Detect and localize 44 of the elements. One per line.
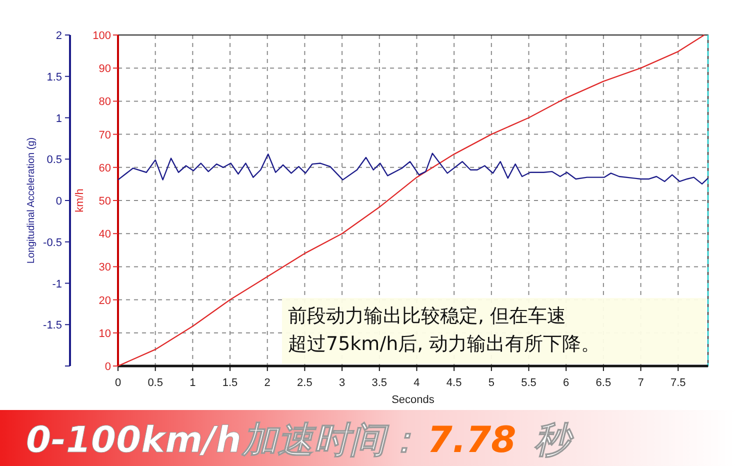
text: 0-100km/h加速时间： [26,420,422,461]
y2-tick-label: 1.5 [46,71,62,84]
y-axis-title: km/h [74,188,86,212]
y-tick-label: 50 [98,196,111,208]
line-series [117,152,709,185]
y-tick-label: 60 [98,162,111,174]
x-tick-label: 2.5 [297,377,312,389]
y-tick-label: 90 [98,63,111,76]
x-axis-title: Seconds [392,394,435,406]
y-tick-label: 0 [104,361,111,373]
x-tick-label: 0 [114,377,122,389]
x-tick-label: 0.5 [148,377,163,389]
y2-tick-label: 0.5 [46,154,62,166]
text: 秒 [534,420,576,461]
x-tick-label: 7 [638,377,644,389]
y2-tick-label: -1.5 [43,320,62,332]
y-tick-label: 80 [98,96,111,108]
y-tick-label: 100 [92,30,111,42]
x-tick-label: 5 [488,377,494,389]
y-tick-label: 30 [98,262,111,274]
x-tick-label: 2 [264,377,270,389]
x-tick-label: 6 [563,377,570,389]
y-tick-label: 10 [98,328,111,340]
x-tick-label: 5.5 [521,377,536,389]
y-tick-label: 70 [98,129,111,142]
x-tick-label: 6.5 [596,377,612,389]
x-tick-label: 4.5 [446,377,462,389]
y2-tick-label: 1 [56,112,62,125]
text: 7.78 [427,420,516,461]
x-tick-label: 3 [338,377,346,389]
y2-tick-label: -1 [52,278,62,290]
annotation: 前段动力输出比较稳定, 但在车速 [288,305,566,327]
y-tick-label: 20 [98,294,111,307]
y2-tick-label: 2 [56,30,62,42]
x-tick-label: 7.5 [670,377,686,389]
y2-axis-title: Longitudinal Acceleration (g) [26,137,37,264]
x-tick-label: 1 [190,377,196,389]
annotation: 超过75km/h后, 动力输出有所下降。 [288,333,600,355]
x-tick-label: 1.5 [222,377,238,389]
y2-tick-label: 0 [56,196,62,208]
x-tick-label: 3.5 [372,377,388,389]
x-tick-label: 4 [414,377,420,389]
y2-tick-label: -0.5 [43,236,62,249]
y-tick-label: 40 [98,228,111,241]
